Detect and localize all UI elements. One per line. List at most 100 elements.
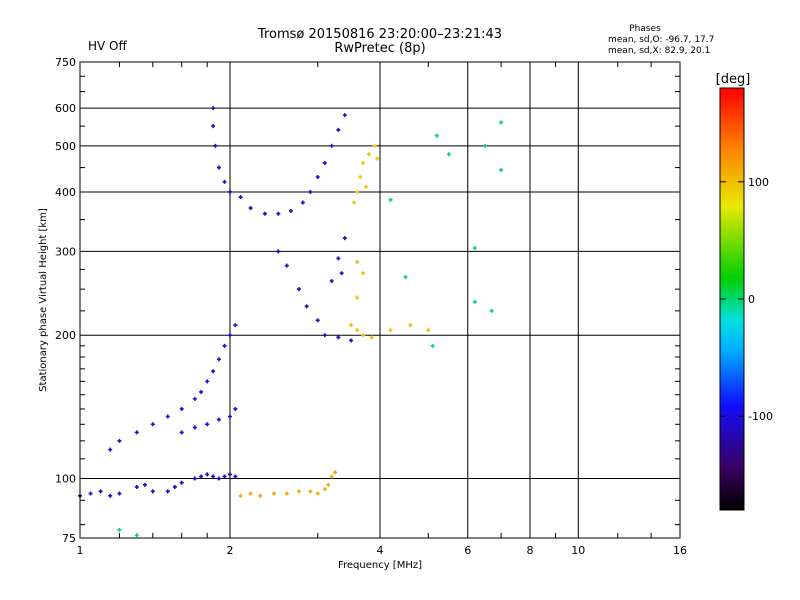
echo-point <box>483 143 488 148</box>
echo-point <box>211 124 216 129</box>
echo-point <box>271 491 276 496</box>
echo-point <box>296 489 301 494</box>
plot-frame <box>79 61 681 539</box>
chart-title-line2: RwPretec (8p) <box>334 41 425 56</box>
echo-point <box>150 489 155 494</box>
echo-point <box>342 236 347 241</box>
echo-point <box>108 447 113 452</box>
echo-point <box>179 406 184 411</box>
echo-point <box>205 379 210 384</box>
echo-point <box>233 474 238 479</box>
echo-point <box>430 343 435 348</box>
echo-point <box>349 323 354 328</box>
echo-point <box>315 491 320 496</box>
echo-point <box>134 430 139 435</box>
echo-point <box>355 260 360 265</box>
echo-point <box>304 304 309 309</box>
echo-point <box>361 161 366 166</box>
echo-point <box>211 474 216 479</box>
echo-point <box>308 489 313 494</box>
echo-point <box>134 484 139 489</box>
colorbar-tick-label: 100 <box>748 176 769 189</box>
echo-point <box>88 491 93 496</box>
x-tick-label: 16 <box>673 544 687 557</box>
echo-point <box>315 174 320 179</box>
echo-point <box>117 438 122 443</box>
echo-point <box>349 338 354 343</box>
echo-point <box>333 470 338 475</box>
echo-point <box>336 256 341 261</box>
echo-point <box>322 161 327 166</box>
echo-point <box>199 389 204 394</box>
echo-point <box>228 189 232 194</box>
y-tick-label: 75 <box>62 532 76 545</box>
echo-point <box>372 143 377 148</box>
echo-point <box>172 484 177 489</box>
echo-point <box>192 425 197 430</box>
echo-point <box>248 206 253 211</box>
echo-point <box>117 527 122 532</box>
y-tick-label: 300 <box>55 245 76 258</box>
echo-point <box>216 165 221 170</box>
echo-point <box>499 167 504 172</box>
x-tick-label: 8 <box>527 544 534 557</box>
status-label: HV Off <box>88 39 127 53</box>
colorbar-tick-label: 0 <box>748 293 755 306</box>
echo-point <box>361 333 366 338</box>
echo-point <box>192 396 197 401</box>
grid <box>80 62 680 538</box>
echo-point <box>322 487 327 492</box>
echo-point <box>117 491 122 496</box>
x-tick-label: 2 <box>227 544 234 557</box>
echo-point <box>192 476 197 481</box>
echo-point <box>228 472 232 477</box>
y-tick-label: 200 <box>55 329 76 342</box>
echo-point <box>233 406 238 411</box>
echo-point <box>352 200 357 205</box>
echo-point <box>322 333 327 338</box>
echo-point <box>499 120 504 125</box>
echo-point <box>205 472 210 477</box>
echo-point <box>339 271 344 276</box>
echo-point <box>165 414 170 419</box>
echo-point <box>336 127 341 132</box>
phase-stats-heading: Phases <box>629 24 661 34</box>
x-tick-label: 10 <box>571 544 585 557</box>
echo-point <box>238 493 243 498</box>
axis-ticks: 1 2 4 6 8 10 16 75 100 200 300 400 500 600 750 <box>55 56 687 557</box>
echo-point <box>329 279 334 284</box>
echo-point <box>233 323 238 328</box>
y-tick-label: 100 <box>55 473 76 486</box>
echo-point <box>222 179 227 184</box>
echo-point <box>434 133 439 138</box>
echo-point <box>179 430 184 435</box>
echo-point <box>108 493 113 498</box>
y-tick-label: 750 <box>55 56 76 69</box>
echo-point <box>276 211 281 216</box>
echo-point <box>446 152 451 157</box>
echo-point <box>361 271 366 276</box>
x-tick-label: 6 <box>464 544 471 557</box>
echo-point <box>284 263 289 268</box>
x-tick-label: 4 <box>377 544 384 557</box>
echo-point <box>355 189 360 194</box>
y-tick-label: 600 <box>55 102 76 115</box>
echo-point <box>216 417 221 422</box>
echo-point <box>222 474 227 479</box>
chart-title-line1: Tromsø 20150816 23:20:00–23:21:43 <box>257 27 502 42</box>
echo-point <box>388 197 393 202</box>
echo-point <box>276 249 281 254</box>
echo-point <box>326 482 331 487</box>
echo-point <box>228 333 232 338</box>
echo-point <box>472 299 477 304</box>
echo-point <box>205 422 210 427</box>
phase-stats-o: mean, sd,O: -96.7, 17.7 <box>608 35 714 45</box>
echo-point <box>364 184 369 189</box>
echo-point <box>358 174 363 179</box>
echo-point <box>355 328 360 333</box>
echo-point <box>355 295 360 300</box>
y-axis-label: Stationary phase Virtual Height [km] <box>38 208 49 392</box>
echo-points <box>78 106 504 538</box>
y-tick-label: 500 <box>55 140 76 153</box>
echo-point <box>258 493 263 498</box>
